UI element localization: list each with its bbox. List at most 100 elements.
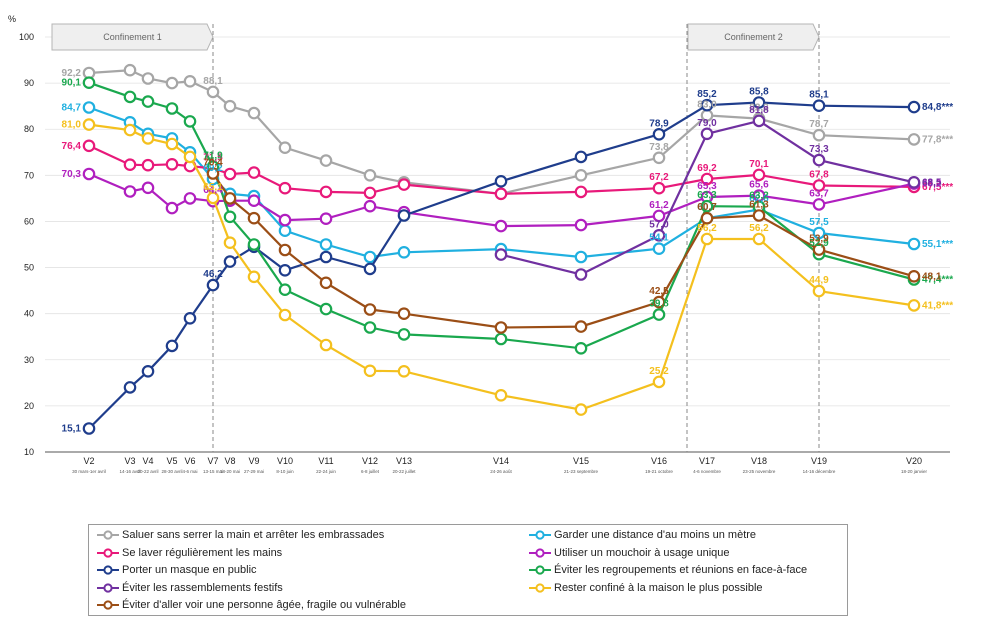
data-point (165, 201, 179, 215)
data-point (206, 191, 220, 205)
data-point (223, 210, 237, 224)
data-point (82, 422, 96, 435)
data-point (574, 150, 588, 164)
data-point (652, 151, 666, 165)
data-point (652, 181, 666, 195)
data-point (247, 270, 261, 284)
data-label: 47,4*** (922, 275, 953, 286)
x-tick-label: V9 (248, 456, 259, 466)
x-tick-sublabel: 28-30 avril (161, 469, 182, 474)
x-tick-sublabel: 18-20 mai (220, 469, 240, 474)
data-point (165, 76, 179, 90)
data-label: 39,8 (649, 299, 669, 310)
data-point (752, 96, 766, 109)
legend-label: Éviter les regroupements et réunions en … (554, 564, 808, 576)
data-point (700, 232, 714, 246)
x-tick-sublabel: 14-16 avril (119, 469, 140, 474)
x-tick-sublabel: 19-21 octobre (645, 469, 673, 474)
data-point (141, 72, 155, 85)
data-label: 69,2 (203, 163, 223, 174)
legend-label: Utiliser un mouchoir à usage unique (554, 546, 730, 559)
data-point (223, 236, 237, 249)
data-label: 69,2 (697, 163, 717, 174)
legend-marker (529, 565, 551, 575)
data-label: 41,8*** (922, 300, 953, 311)
data-point (206, 85, 220, 99)
data-point (812, 243, 826, 256)
data-point (247, 211, 261, 225)
data-label: 63,2 (749, 191, 769, 202)
data-label: 56,2 (749, 223, 769, 234)
data-point (141, 132, 155, 145)
legend-item: Éviter d'aller voir une personne âgée, f… (97, 599, 406, 611)
data-point (574, 185, 588, 199)
y-tick-label: 10 (24, 447, 34, 457)
data-point (907, 133, 921, 146)
data-point (183, 75, 197, 88)
data-label: 64,4 (203, 185, 223, 196)
data-point (363, 262, 377, 276)
data-label: 65,6 (749, 180, 769, 191)
data-label: 81,0 (62, 120, 82, 131)
legend-marker (529, 582, 551, 593)
data-label: 48,1 (922, 271, 942, 282)
data-point (183, 311, 197, 325)
data-point (363, 250, 377, 264)
data-point (907, 299, 921, 312)
data-point (812, 99, 826, 112)
data-point (363, 186, 377, 200)
data-point (812, 226, 826, 240)
data-point (183, 150, 197, 164)
data-point (363, 321, 377, 334)
data-point (574, 341, 588, 355)
data-label: 73,8 (649, 142, 669, 153)
data-label: 71,5 (203, 152, 223, 163)
x-tick-sublabel: 22-24 juin (316, 469, 336, 474)
data-label: 57,5 (809, 217, 829, 228)
legend-item: Porter un masque en public (97, 564, 257, 576)
data-point (206, 278, 220, 292)
legend-label: Rester confiné à la maison le plus possi… (554, 581, 763, 594)
legend-marker (529, 530, 551, 540)
y-axis-label: % (8, 14, 16, 24)
period-banner (51, 23, 214, 51)
data-label: 67,5*** (922, 182, 953, 193)
data-label: 83,0 (697, 99, 717, 110)
x-tick-label: V15 (573, 456, 589, 466)
data-point (494, 388, 508, 402)
y-tick-label: 100 (19, 32, 34, 42)
legend-label: Se laver régulièrement les mains (122, 546, 283, 559)
data-point (82, 76, 96, 89)
data-point (752, 209, 766, 222)
data-label: 52,9 (809, 238, 829, 249)
x-tick-label: V12 (362, 456, 378, 466)
data-point (223, 167, 237, 181)
data-point (82, 118, 96, 131)
data-point (652, 308, 666, 321)
data-point (574, 169, 588, 182)
data-point (494, 332, 508, 346)
x-tick-sublabel: 18-20 janvier (901, 469, 928, 474)
data-point (278, 283, 292, 296)
data-point (123, 90, 137, 104)
data-point (907, 176, 921, 189)
data-point (397, 178, 411, 191)
data-point (574, 250, 588, 264)
data-label: 78,7 (809, 119, 829, 130)
x-tick-sublabel: 4-6 mai (182, 469, 197, 474)
data-point (700, 199, 714, 213)
legend-label: Saluer sans serrer la main et arrêter le… (122, 529, 385, 541)
data-point (363, 364, 377, 378)
legend-label: Éviter d'aller voir une personne âgée, f… (122, 599, 406, 611)
x-tick-label: V13 (396, 456, 412, 466)
data-point (397, 209, 411, 222)
data-point (278, 141, 292, 154)
y-tick-label: 20 (24, 401, 34, 411)
series-line (212, 172, 915, 329)
y-tick-label: 80 (24, 124, 34, 134)
data-point (223, 99, 237, 113)
data-label: 65,3 (697, 181, 717, 192)
data-point (752, 114, 766, 128)
data-point (700, 98, 714, 112)
x-tick-label: V16 (651, 456, 667, 466)
